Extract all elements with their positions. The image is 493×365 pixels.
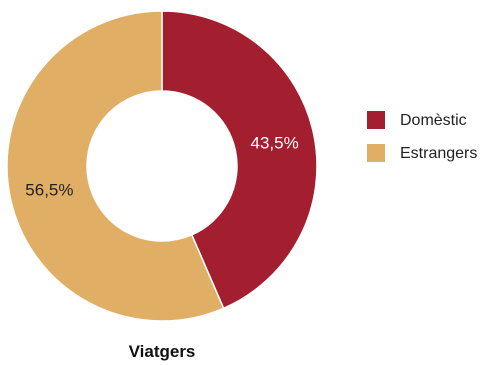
chart-title: Viatgers <box>129 342 196 361</box>
legend: Domèstic Estrangers <box>367 111 477 162</box>
slice-value-label-2: 56,5% <box>25 180 73 199</box>
legend-label-2: Estrangers <box>400 145 477 162</box>
donut-slices <box>6 10 318 322</box>
slice-labels: 43,5% 56,5% <box>25 134 298 200</box>
legend-swatch-2 <box>367 144 385 162</box>
donut-slice-2 <box>6 10 225 322</box>
slice-value-label-1: 43,5% <box>251 134 299 153</box>
legend-label-1: Domèstic <box>400 112 467 129</box>
donut-slice-1 <box>161 10 318 310</box>
legend-swatch-1 <box>367 111 385 129</box>
